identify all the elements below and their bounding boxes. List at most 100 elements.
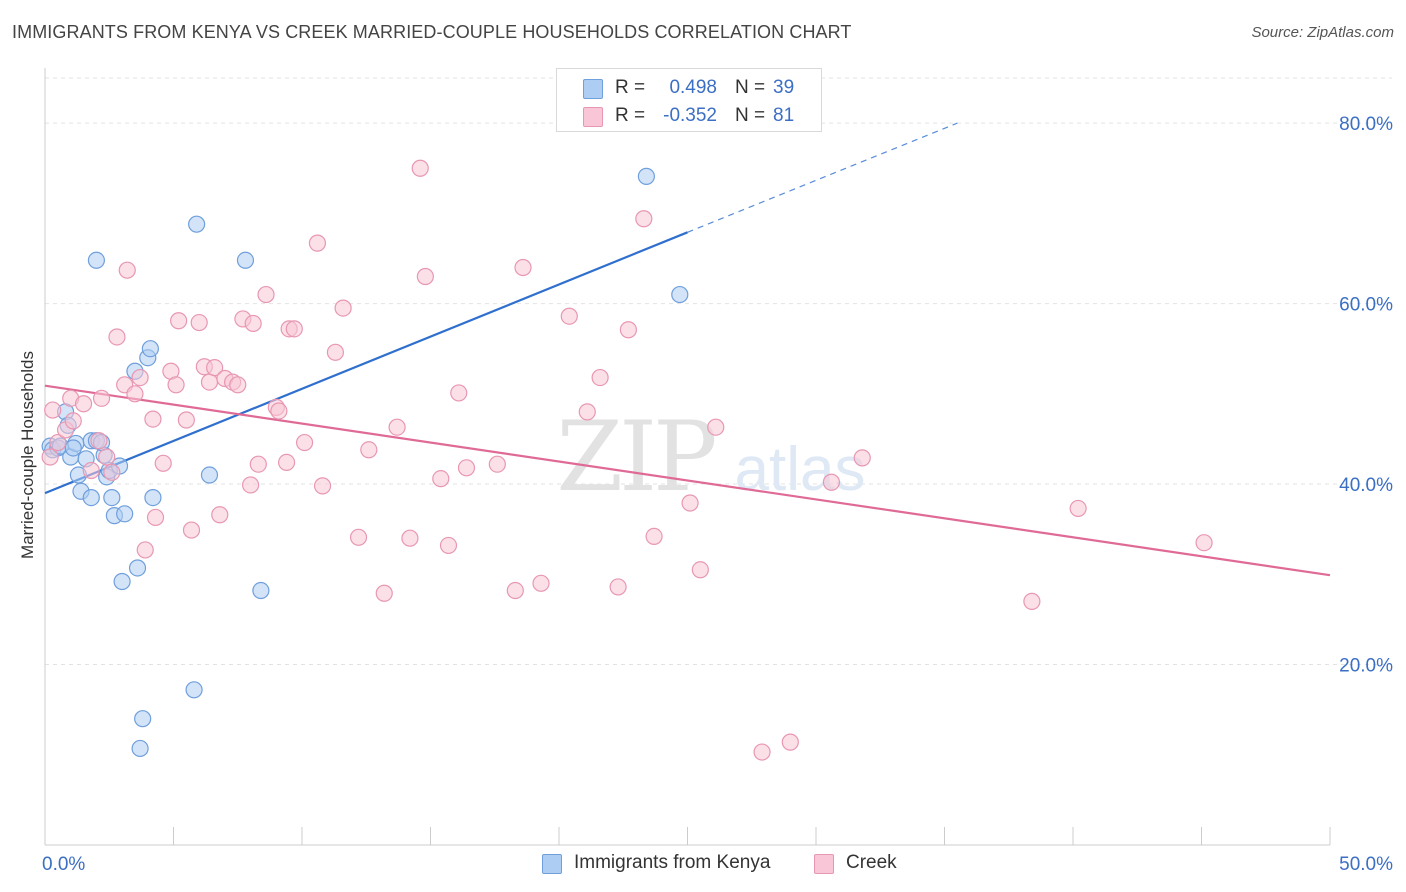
kenya-point <box>671 285 689 304</box>
creek-point <box>591 368 609 387</box>
creek-point <box>182 521 201 539</box>
legend-row-kenya: R = 0.498 N = 39 <box>557 73 821 101</box>
creek-point <box>707 418 725 436</box>
creek-point <box>190 313 208 332</box>
creek-point <box>609 578 627 596</box>
trend-lines <box>44 122 1331 577</box>
kenya-trend-extension <box>687 122 958 233</box>
kenya-legend-swatch <box>542 854 562 874</box>
creek-point <box>313 477 332 495</box>
creek-point <box>144 410 162 428</box>
y-tick-label: 40.0% <box>1339 475 1393 496</box>
creek-point <box>167 376 185 394</box>
legend-row-creek: R = -0.352 N = 81 <box>557 101 821 129</box>
kenya-point <box>82 488 100 507</box>
correlation-legend: R = 0.498 N = 39 R = -0.352 N = 81 <box>556 68 822 132</box>
creek-point <box>578 403 596 421</box>
kenya-point <box>128 559 147 577</box>
creek-point <box>108 328 126 346</box>
creek-point <box>285 320 303 338</box>
creek-point <box>635 210 653 228</box>
creek-point <box>49 433 67 452</box>
creek-point <box>1023 592 1041 610</box>
creek-r-label: R = <box>615 105 646 126</box>
kenya-point <box>87 251 106 269</box>
creek-point <box>244 314 262 333</box>
x-tick-label: 0.0% <box>42 854 85 875</box>
creek-point <box>1195 534 1213 552</box>
creek-point <box>126 385 144 403</box>
kenya-point <box>64 439 82 457</box>
creek-point <box>401 529 419 547</box>
creek-point <box>211 506 229 524</box>
x-tick-label: 50.0% <box>1339 854 1393 875</box>
creek-point <box>41 448 59 466</box>
watermark-zip: ZIP <box>556 401 715 513</box>
creek-point <box>411 159 429 177</box>
creek-point <box>360 441 378 459</box>
creek-point <box>645 527 663 545</box>
creek-point <box>200 373 219 391</box>
creek-point <box>295 433 314 452</box>
creek-n-value: 81 <box>773 105 795 126</box>
kenya-r-label: R = <box>615 77 646 98</box>
kenya-point <box>144 488 162 507</box>
creek-point <box>74 395 93 413</box>
creek-point <box>146 508 165 527</box>
creek-point <box>249 455 267 473</box>
creek-point <box>131 368 149 387</box>
kenya-point <box>103 488 121 507</box>
kenya-point <box>185 681 203 699</box>
creek-point <box>118 261 136 279</box>
chart-title: IMMIGRANTS FROM KENYA VS CREEK MARRIED-C… <box>12 22 852 42</box>
kenya-n-label: N = <box>735 77 766 98</box>
grid-lines <box>45 77 1392 666</box>
creek-point <box>257 285 275 304</box>
creek-point <box>619 321 637 339</box>
creek-point <box>416 267 434 286</box>
creek-point <box>82 461 100 480</box>
creek-point <box>242 476 260 494</box>
kenya-point <box>141 340 159 358</box>
creek-point <box>375 584 393 602</box>
creek-point <box>506 581 524 600</box>
kenya-trend-line <box>44 231 688 495</box>
y-axis-label: Married-couple Households <box>18 351 37 559</box>
creek-point <box>450 384 468 402</box>
creek-point <box>514 258 532 277</box>
kenya-point <box>131 739 149 758</box>
creek-point <box>103 463 121 481</box>
creek-point <box>229 376 247 394</box>
creek-swatch <box>583 107 603 127</box>
creek-point <box>349 528 368 546</box>
creek-point <box>753 743 771 761</box>
creek-point <box>64 412 82 430</box>
creek-n-label: N = <box>735 105 766 126</box>
creek-legend-swatch <box>814 854 834 874</box>
kenya-n-value: 39 <box>773 77 795 98</box>
creek-point <box>388 418 406 436</box>
creek-point <box>781 733 799 751</box>
creek-point <box>92 389 111 407</box>
creek-point <box>308 234 327 252</box>
kenya-point <box>113 572 131 591</box>
kenya-point <box>200 466 219 484</box>
creek-point <box>334 299 352 317</box>
kenya-r-value: 0.498 <box>669 77 717 98</box>
kenya-legend-label: Immigrants from Kenya <box>574 852 771 873</box>
tick-labels: 20.0% 40.0% 60.0% 80.0% 0.0% 50.0% <box>42 114 1393 875</box>
creek-point <box>270 402 288 420</box>
kenya-point <box>637 167 655 185</box>
kenya-swatch <box>583 79 603 99</box>
kenya-point <box>116 505 134 523</box>
creek-point <box>326 343 345 361</box>
creek-point <box>822 473 841 491</box>
creek-r-value: -0.352 <box>663 105 717 126</box>
creek-legend-label: Creek <box>846 852 897 873</box>
y-tick-label: 20.0% <box>1339 656 1393 677</box>
creek-point <box>1069 499 1087 518</box>
creek-point <box>170 312 188 330</box>
creek-point <box>560 307 578 325</box>
data-points <box>41 159 1213 761</box>
